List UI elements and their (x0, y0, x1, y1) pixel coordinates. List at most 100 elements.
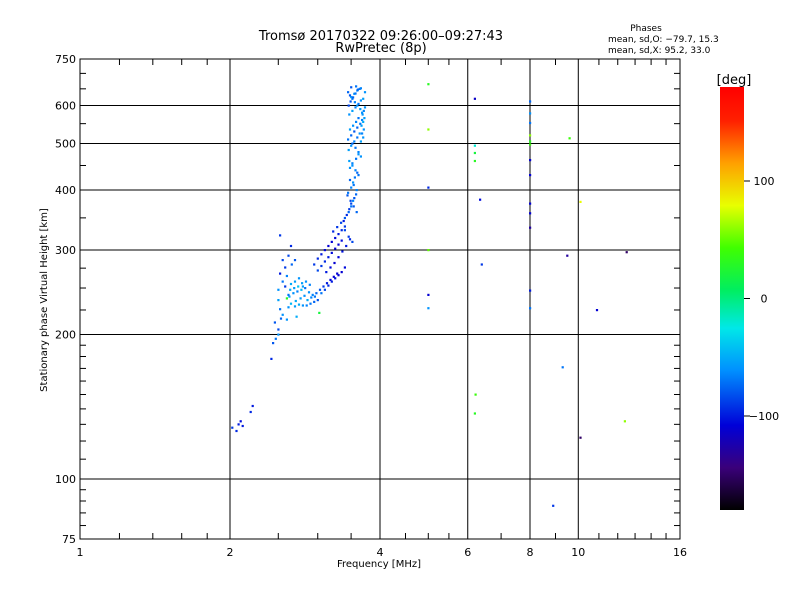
y-tick-label: 500 (55, 138, 76, 151)
data-point (318, 288, 322, 291)
data-point (363, 117, 366, 120)
data-point (529, 307, 532, 310)
data-point (290, 263, 293, 266)
data-point (353, 140, 356, 143)
data-point (356, 136, 359, 139)
data-point (361, 118, 364, 122)
y-tick-label: 750 (55, 53, 76, 66)
data-point (362, 120, 365, 123)
data-point (357, 174, 360, 177)
data-point (529, 140, 532, 143)
x-tick-label: 1 (77, 546, 84, 559)
data-point (529, 121, 532, 125)
y-tick-labels: 75 100 200 300 400 500 600 750 (55, 53, 76, 546)
data-point (347, 138, 350, 141)
data-point (363, 91, 367, 94)
data-point (343, 229, 346, 232)
data-point (293, 259, 297, 262)
data-point (273, 321, 276, 324)
data-point (427, 186, 430, 189)
data-point (361, 132, 364, 135)
y-tick-label: 600 (55, 100, 76, 113)
data-point (341, 250, 344, 253)
colorbar-tick-label: 0 (761, 293, 768, 306)
data-point (351, 162, 354, 165)
data-point (347, 91, 350, 94)
data-point (293, 287, 296, 290)
data-point (356, 126, 359, 129)
data-point (356, 104, 359, 107)
data-point (277, 328, 280, 331)
data-point (310, 296, 313, 299)
data-point (306, 299, 309, 302)
data-point (320, 292, 323, 295)
data-point (354, 169, 357, 172)
data-point (351, 164, 354, 167)
y-tick-label: 100 (55, 473, 76, 486)
data-point (272, 342, 275, 345)
data-point (346, 194, 349, 197)
data-point (347, 235, 350, 238)
y-tick-label: 75 (62, 533, 76, 546)
data-point (351, 109, 354, 112)
data-point (427, 83, 430, 86)
data-point (249, 410, 252, 414)
data-point (323, 260, 326, 263)
data-point (241, 424, 244, 428)
x-axis-label: Frequency [MHz] (337, 559, 421, 570)
colorbar-ticks: 100 0 −100 (744, 175, 779, 423)
data-point (287, 293, 290, 296)
data-point (292, 292, 295, 295)
x-tick-label: 16 (673, 546, 687, 559)
data-point (552, 504, 555, 507)
data-point (352, 181, 355, 184)
data-point (579, 436, 582, 439)
data-point (348, 94, 352, 97)
data-point (316, 299, 319, 302)
data-point (336, 226, 339, 229)
data-point (350, 186, 353, 189)
data-point (355, 120, 358, 123)
data-points (231, 83, 628, 507)
data-point (359, 99, 362, 102)
data-point (473, 151, 476, 155)
data-point (357, 102, 360, 105)
data-point (358, 132, 361, 135)
data-point (334, 236, 337, 240)
data-point (345, 213, 348, 217)
data-point (362, 136, 365, 139)
data-point (279, 272, 282, 275)
data-point (342, 219, 345, 223)
data-point (315, 292, 318, 295)
data-point (251, 404, 254, 408)
data-point (327, 256, 330, 259)
data-point (362, 128, 365, 131)
data-point (330, 240, 333, 243)
data-point (281, 259, 284, 262)
minor-ticks (80, 59, 680, 539)
data-point (357, 153, 360, 156)
data-point (348, 166, 352, 169)
data-point (289, 302, 293, 305)
data-point (299, 297, 302, 300)
data-point (345, 244, 348, 248)
data-point (351, 142, 354, 145)
data-point (285, 318, 288, 321)
data-point (289, 288, 292, 291)
data-point (277, 333, 280, 336)
data-point (279, 234, 282, 237)
data-point (529, 212, 532, 215)
data-point (277, 299, 280, 302)
data-point (352, 183, 355, 187)
data-point (356, 88, 359, 91)
data-point (359, 155, 362, 158)
x-tick-label: 10 (571, 546, 585, 559)
data-point (352, 199, 355, 202)
data-point (355, 85, 358, 88)
data-point (529, 289, 532, 292)
data-point (287, 306, 290, 309)
data-point (358, 87, 361, 90)
data-point (348, 113, 351, 116)
data-point (347, 104, 350, 107)
colorbar-unit-label: [deg] (717, 73, 752, 88)
